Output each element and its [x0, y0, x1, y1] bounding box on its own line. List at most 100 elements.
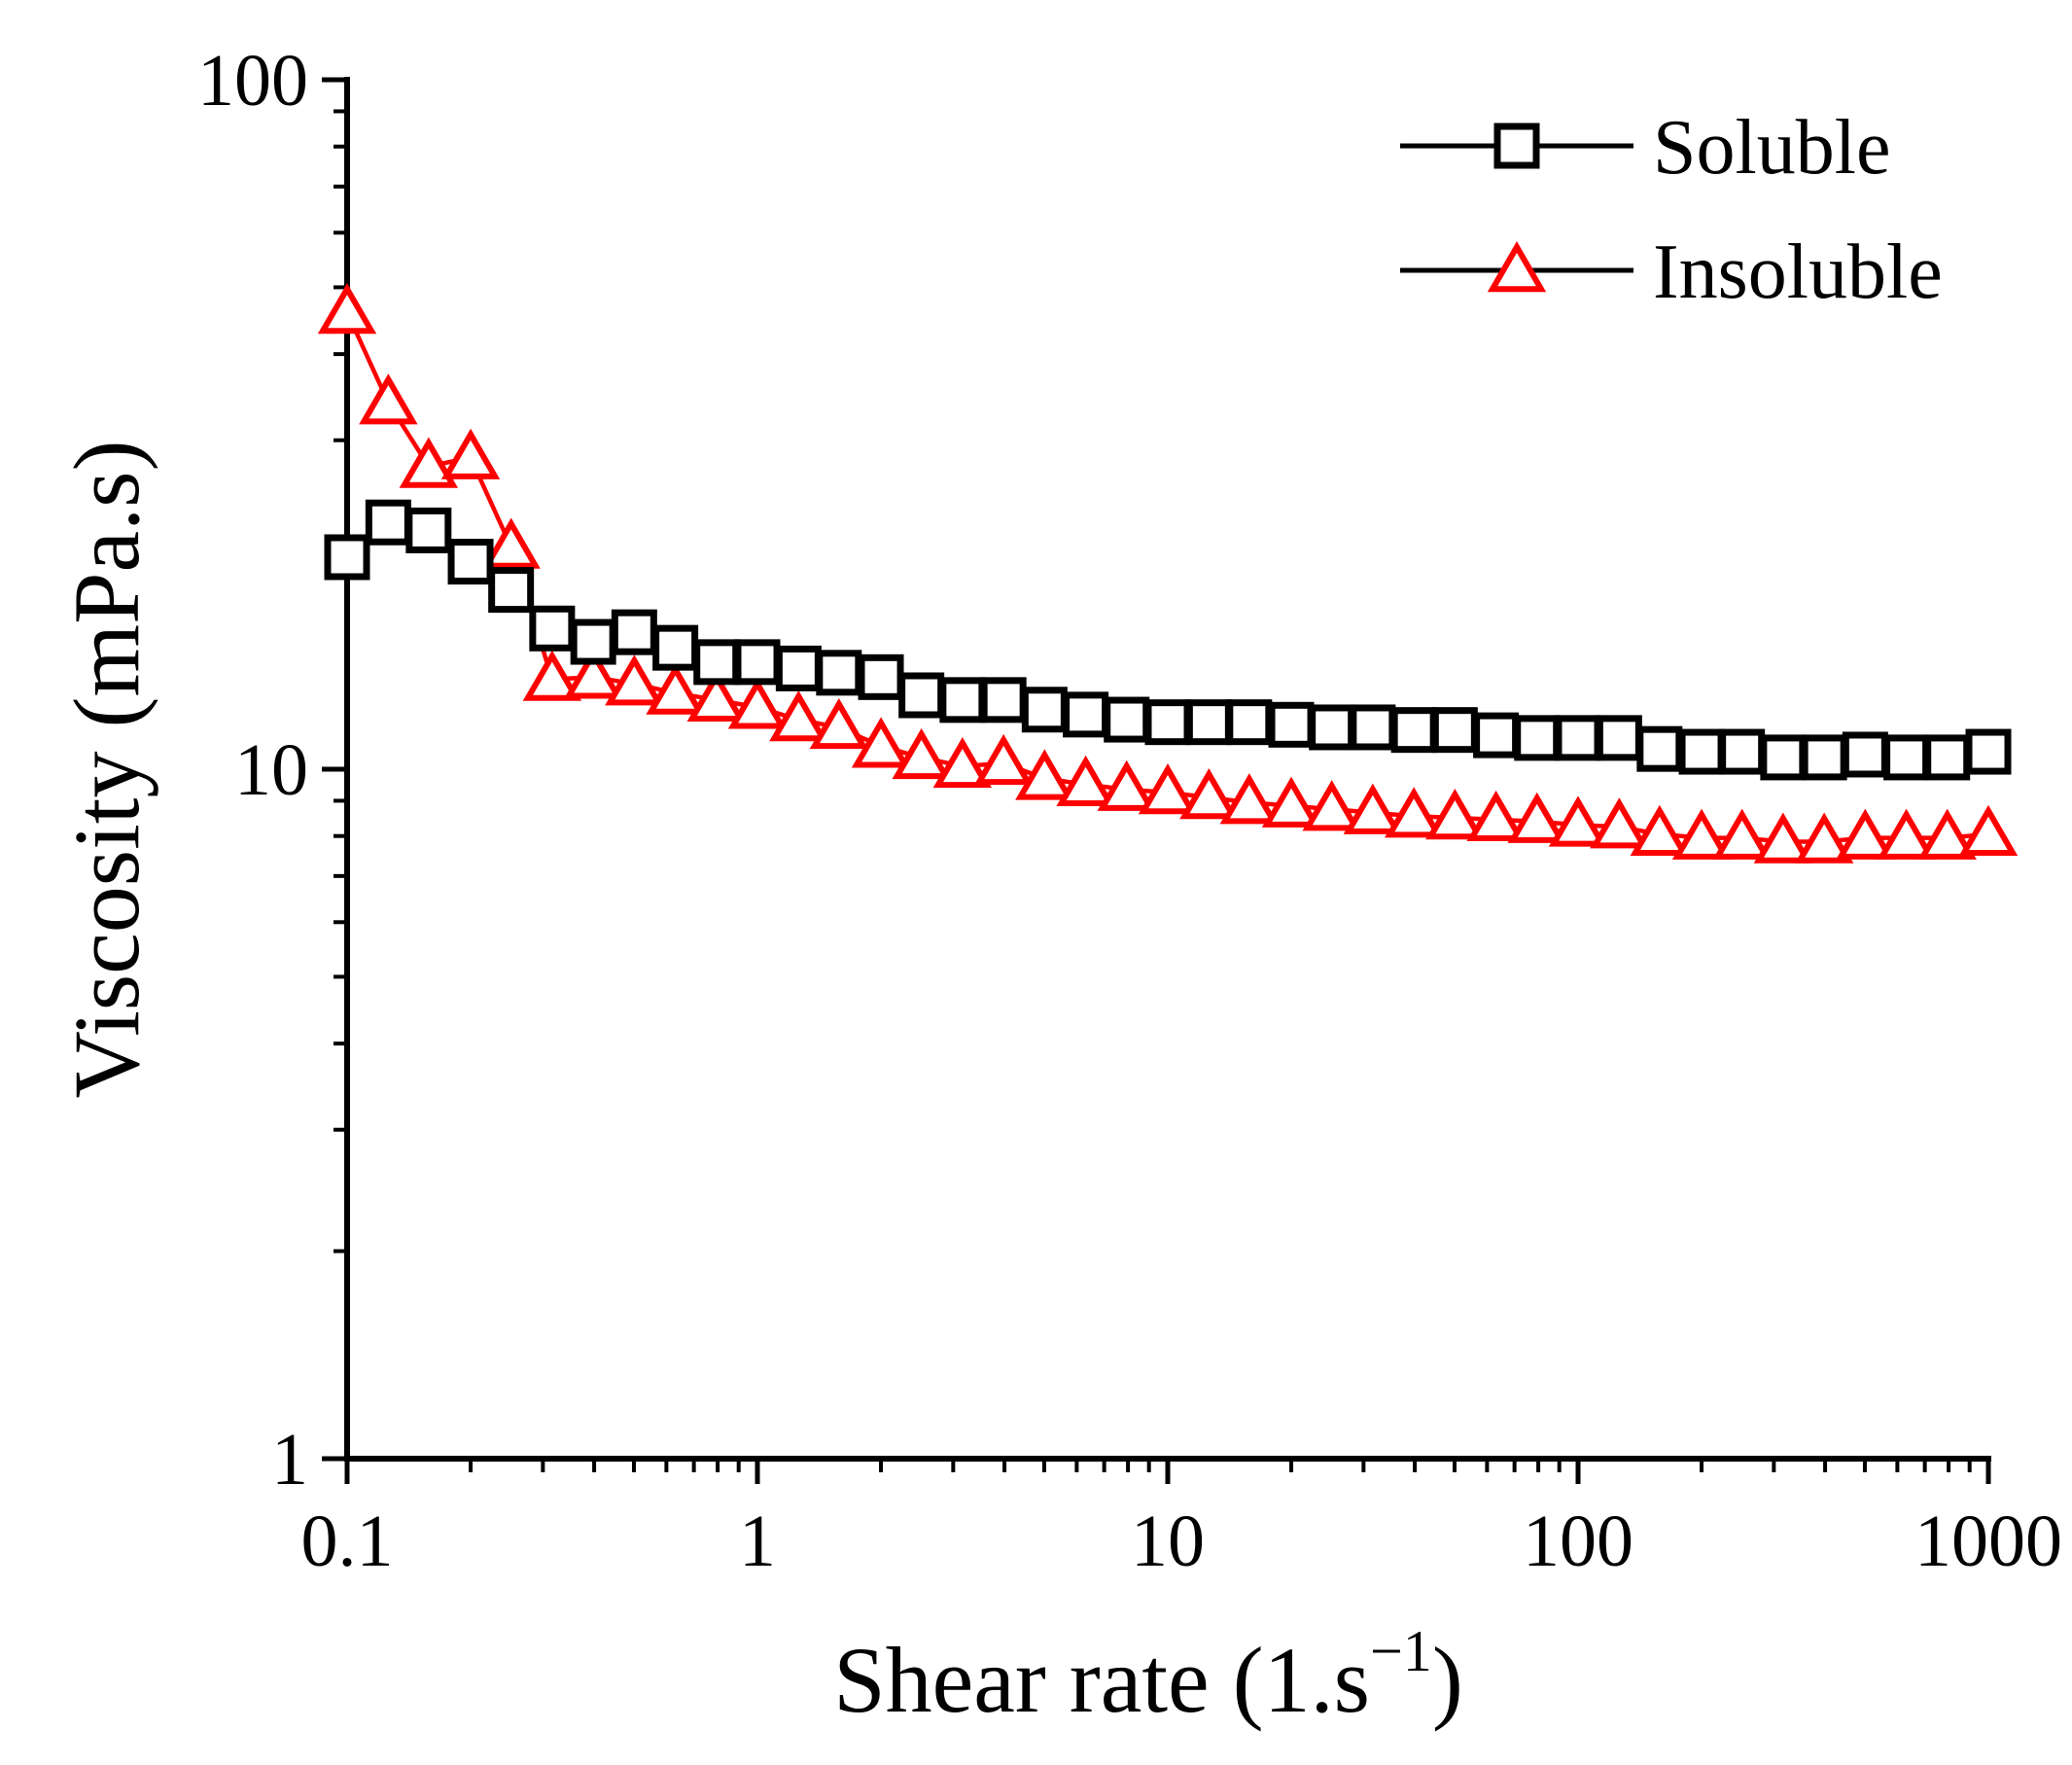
data-point-square	[1636, 725, 1683, 772]
data-point-square	[1514, 715, 1561, 761]
data-point-triangle	[1425, 789, 1485, 840]
data-point-square	[611, 609, 657, 655]
data-point-triangle	[932, 736, 993, 789]
data-point-triangle	[809, 697, 869, 750]
data-point-square	[1226, 699, 1273, 746]
data-point-triangle	[1877, 808, 1936, 860]
data-point-square	[1678, 728, 1725, 775]
data-point-square	[1431, 707, 1478, 754]
data-point-square	[775, 645, 822, 691]
plot-area	[317, 283, 2019, 864]
data-point-square	[734, 639, 781, 686]
data-point-triangle	[1097, 759, 1156, 811]
data-point-square	[1760, 734, 1807, 781]
data-point-square	[1063, 691, 1109, 738]
data-point-square	[980, 677, 1027, 724]
data-point-square	[1596, 715, 1642, 761]
data-point-square	[1965, 728, 2012, 775]
data-point-square	[1350, 704, 1396, 751]
x-axis-title-close: )	[1432, 1628, 1463, 1732]
data-point-triangle	[851, 717, 911, 768]
data-point-square	[693, 639, 740, 686]
data-point-square	[858, 653, 904, 700]
legend-triangle-marker	[1487, 241, 1547, 293]
data-point-square	[1883, 734, 1930, 781]
data-point-triangle	[481, 517, 541, 569]
data-point-triangle	[1507, 792, 1566, 843]
data-point-square	[1390, 707, 1437, 754]
data-point-triangle	[727, 678, 788, 729]
data-point-triangle	[1794, 812, 1854, 864]
legend-label: Insoluble	[1653, 229, 1943, 315]
data-point-square	[652, 624, 699, 671]
data-point-square	[529, 605, 576, 652]
y-tick-label: 1	[271, 1419, 308, 1500]
data-point-square	[324, 534, 370, 581]
data-point-triangle	[1384, 787, 1444, 838]
y-tick-label: 100	[197, 40, 308, 122]
data-point-square	[1104, 696, 1150, 743]
data-point-square	[570, 618, 616, 665]
data-point-triangle	[1548, 795, 1608, 847]
data-point-triangle	[317, 283, 377, 335]
x-axis-title: Shear rate (1.s−1)	[833, 1619, 1463, 1732]
data-point-triangle	[359, 373, 418, 425]
legend-item-insoluble: Insoluble	[1400, 229, 1943, 315]
data-point-square	[447, 539, 494, 585]
data-point-square	[1473, 712, 1520, 759]
data-point-triangle	[1917, 808, 1977, 860]
x-tick-label: 10	[1131, 1500, 1205, 1582]
data-point-square	[1801, 734, 1847, 781]
series-soluble	[324, 499, 2012, 781]
data-point-triangle	[1179, 768, 1239, 820]
x-tick-label: 0.1	[301, 1500, 394, 1582]
legend: Soluble Insoluble	[1400, 105, 1943, 315]
data-point-triangle	[686, 670, 746, 723]
data-point-triangle	[1343, 783, 1403, 834]
data-point-triangle	[1671, 808, 1732, 860]
data-point-triangle	[522, 650, 582, 701]
data-point-triangle	[1302, 780, 1361, 831]
x-axis-title-main: Shear rate (1.s	[833, 1628, 1370, 1732]
data-point-triangle	[1219, 773, 1280, 825]
x-tick-label: 1000	[1914, 1500, 2062, 1582]
data-point-square	[1309, 704, 1355, 751]
data-point-triangle	[973, 733, 1034, 786]
x-tick-label: 1	[739, 1500, 776, 1582]
y-tick-label: 10	[234, 729, 308, 811]
data-point-square	[939, 677, 986, 724]
data-point-triangle	[605, 654, 664, 706]
data-point-square	[1144, 699, 1191, 746]
y-axis-title: Viscosity (mPa.s)	[54, 441, 158, 1099]
data-point-square	[1842, 731, 1888, 778]
legend-square-marker	[1493, 123, 1540, 169]
data-point-triangle	[1466, 790, 1526, 842]
data-point-triangle	[1015, 749, 1074, 800]
data-point-triangle	[440, 428, 501, 479]
data-point-triangle	[399, 437, 459, 488]
x-tick-label: 100	[1523, 1500, 1633, 1582]
data-point-triangle	[1261, 776, 1321, 828]
data-point-square	[488, 567, 535, 614]
data-point-square	[1185, 699, 1232, 746]
x-axis-title-superscript: −1	[1370, 1619, 1432, 1683]
data-point-triangle	[1056, 755, 1115, 806]
data-point-square	[1719, 728, 1766, 775]
data-point-square	[1268, 701, 1315, 748]
data-point-triangle	[1138, 763, 1198, 815]
data-point-square	[365, 499, 411, 546]
data-point-triangle	[563, 648, 623, 699]
data-point-triangle	[1712, 808, 1772, 860]
data-point-square	[405, 507, 452, 553]
data-point-square	[816, 650, 862, 696]
data-point-triangle	[892, 727, 951, 780]
data-point-triangle	[1753, 812, 1813, 864]
data-point-triangle	[646, 663, 705, 715]
data-point-triangle	[769, 690, 828, 742]
data-point-square	[1924, 734, 1971, 781]
data-point-triangle	[1630, 804, 1690, 856]
data-point-square	[898, 672, 945, 719]
data-point-triangle	[1836, 808, 1895, 860]
